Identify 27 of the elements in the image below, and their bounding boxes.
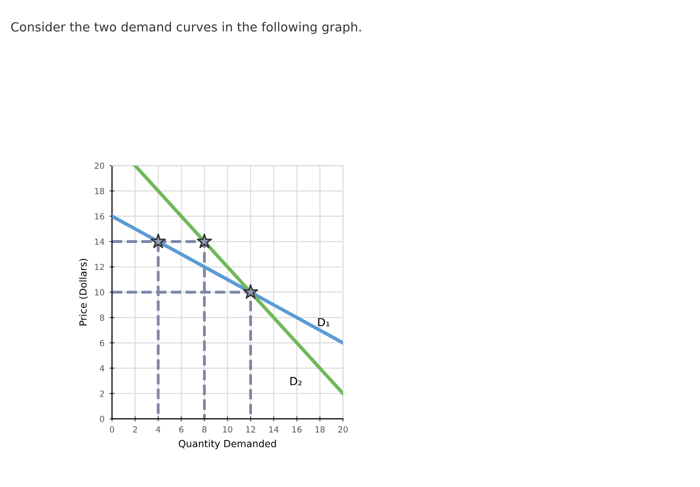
series-label: D₁ — [318, 318, 330, 326]
y-tick-label: 6 — [100, 340, 104, 346]
y-tick-label: 2 — [100, 390, 104, 397]
y-tick-label: 12 — [95, 264, 104, 270]
x-tick-label: 4 — [156, 426, 160, 432]
y-tick-label: 18 — [95, 188, 104, 194]
x-tick-label: 18 — [316, 426, 325, 433]
x-tick-label: 14 — [269, 426, 279, 432]
y-tick-label: 8 — [100, 314, 104, 321]
x-tick-label: 20 — [338, 426, 348, 433]
x-tick-label: 8 — [202, 426, 206, 433]
y-tick-label: 20 — [94, 162, 104, 169]
x-tick-label: 12 — [246, 426, 256, 432]
y-tick-label: 10 — [95, 289, 104, 296]
y-axis-title: Price (Dollars) — [79, 258, 88, 326]
x-tick-label: 6 — [179, 426, 184, 433]
x-tick-label: 16 — [292, 426, 302, 433]
x-tick-label: 0 — [110, 426, 114, 433]
x-tick-label: 2 — [133, 426, 137, 432]
x-tick-label: 10 — [223, 426, 232, 433]
y-tick-label: 0 — [100, 416, 104, 422]
series-label: D₂ — [290, 377, 302, 386]
x-axis-title: Quantity Demanded — [178, 440, 276, 450]
chart-title: Consider the two demand curves in the following graph. — [11, 22, 361, 34]
y-tick-label: 4 — [100, 365, 104, 372]
y-tick-label: 16 — [95, 213, 104, 220]
y-tick-label: 14 — [95, 238, 104, 245]
